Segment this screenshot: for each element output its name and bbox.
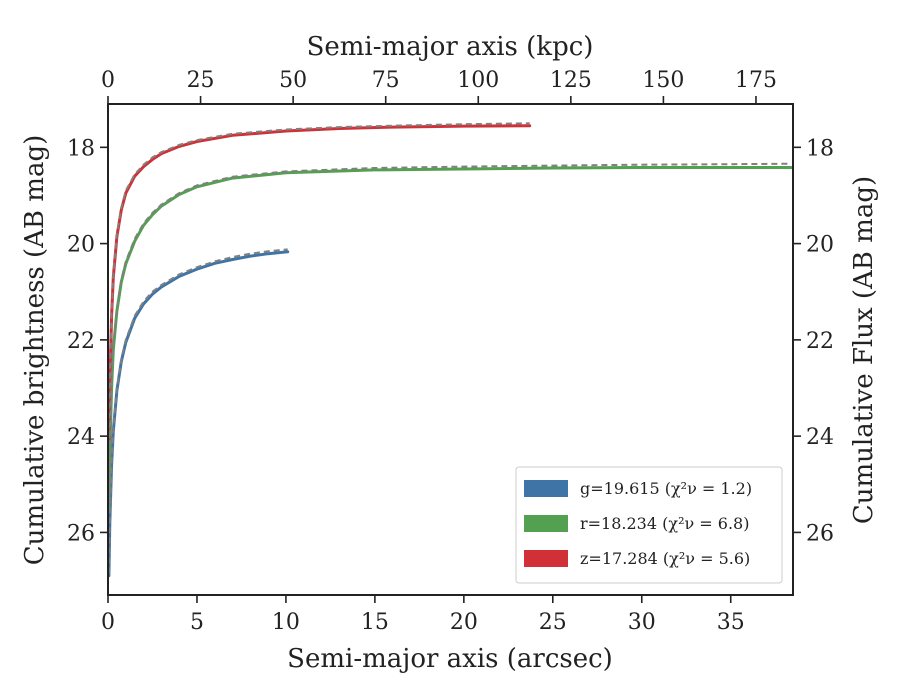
- y-tick-label: 26: [67, 521, 95, 546]
- top-x-tick-label: 75: [372, 68, 400, 93]
- x-tick-label: 0: [101, 610, 115, 635]
- top-x-tick-label: 125: [550, 68, 592, 93]
- y-tick-label: 22: [67, 329, 95, 354]
- legend: g=19.615 (χ²ν = 1.2) r=18.234 (χ²ν = 6.8)…: [515, 466, 783, 584]
- legend-box: [515, 466, 783, 584]
- top-x-tick-label: 0: [101, 68, 115, 93]
- x-tick-label: 35: [717, 610, 745, 635]
- x-tick-label: 20: [450, 610, 478, 635]
- right-y-tick-label: 20: [806, 233, 834, 258]
- right-y-tick-label: 18: [806, 136, 834, 161]
- right-y-tick-label: 22: [806, 329, 834, 354]
- right-y-axis-title: Cumulative Flux (AB mag): [849, 176, 879, 524]
- y-tick-label: 18: [67, 136, 95, 161]
- legend-label-g: g=19.615 (χ²ν = 1.2): [580, 479, 752, 498]
- y-axis-title: Cumulative brightness (AB mag): [20, 135, 50, 566]
- model-fit-line-g: [107, 248, 288, 574]
- legend-label-r: r=18.234 (χ²ν = 6.8): [580, 514, 749, 533]
- right-y-tick-label: 26: [806, 521, 834, 546]
- y-tick-label: 20: [67, 233, 95, 258]
- x-tick-label: 15: [361, 610, 389, 635]
- x-tick-label: 5: [190, 610, 204, 635]
- top-x-tick-label: 25: [187, 68, 215, 93]
- top-x-tick-label: 175: [735, 68, 777, 93]
- right-y-tick-label: 24: [806, 425, 834, 450]
- plot-frame: [107, 103, 794, 596]
- model-fit-curves: [107, 122, 792, 574]
- top-x-tick-label: 100: [457, 68, 499, 93]
- top-x-tick-label: 50: [279, 68, 307, 93]
- series-line-r: [107, 166, 793, 510]
- x-axis-title: Semi-major axis (arcsec): [287, 644, 613, 674]
- y-tick-label: 24: [67, 425, 95, 450]
- model-fit-line-r: [107, 162, 792, 506]
- legend-label-z: z=17.284 (χ²ν = 5.6): [580, 549, 750, 568]
- x-tick-label: 25: [539, 610, 567, 635]
- legend-swatch-r: [524, 515, 568, 532]
- x-tick-label: 30: [628, 610, 656, 635]
- top-x-tick-label: 150: [642, 68, 684, 93]
- legend-swatch-z: [524, 550, 568, 567]
- model-fit-line-z: [107, 122, 530, 439]
- x-tick-label: 10: [272, 610, 300, 635]
- axis-ticks: 0 5 10 15 20 25 30 35 0 25 50 75 100 125 150 175 18 18 20 2…: [67, 68, 834, 635]
- legend-swatch-g: [524, 480, 568, 497]
- series-line-g: [107, 250, 290, 578]
- top-x-axis-title: Semi-major axis (kpc): [307, 32, 594, 62]
